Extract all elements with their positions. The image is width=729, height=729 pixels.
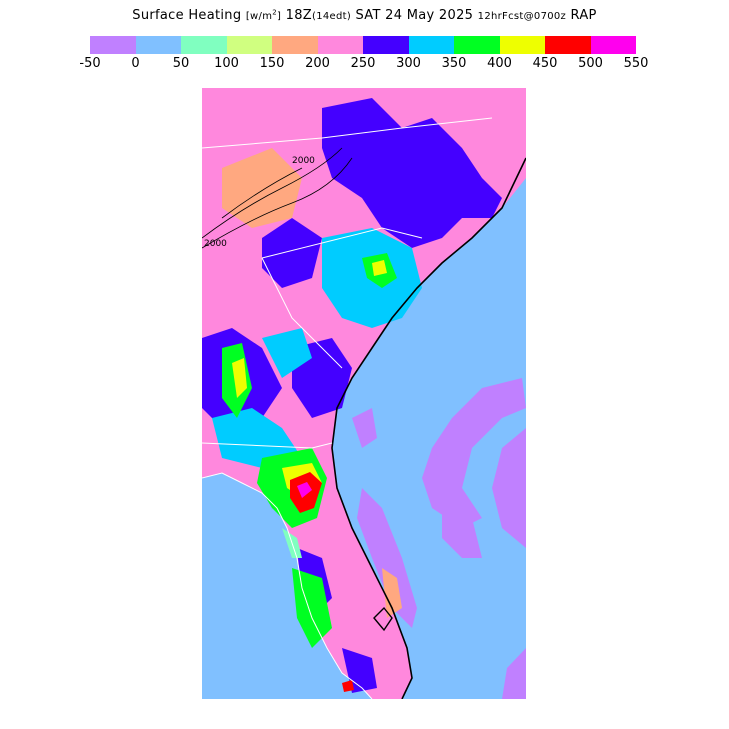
heating-hotspot <box>342 680 354 692</box>
contour-label: 2000 <box>204 239 227 249</box>
contour-line <box>221 167 303 219</box>
state-boundary <box>202 442 333 449</box>
color-swatch <box>590 36 636 54</box>
scale-tick-label: 400 <box>487 56 512 71</box>
map-title: Surface Heating [w/m2] 18Z(14edt) SAT 24… <box>0 8 729 23</box>
title-forecast: 12hrFcst@0700z <box>477 11 567 22</box>
heating-map: 2000 2000 <box>202 88 526 699</box>
gulf-coastline <box>202 472 373 699</box>
coastline <box>331 157 526 699</box>
land-patch <box>232 358 247 398</box>
land-patch <box>222 148 302 228</box>
scale-tick-label: 350 <box>441 56 467 71</box>
color-swatch <box>181 36 227 54</box>
title-local-time: (14edt) <box>312 11 352 22</box>
land-patch <box>322 98 502 248</box>
color-swatch <box>499 36 545 54</box>
state-boundary <box>202 117 493 149</box>
color-swatch <box>363 36 409 54</box>
scale-tick-label: 300 <box>396 56 421 71</box>
color-swatch <box>454 36 500 54</box>
scale-tick-label: 200 <box>305 56 330 71</box>
title-units: [w/m2] <box>245 8 282 22</box>
scale-tick-label: 250 <box>350 56 376 71</box>
color-swatch <box>135 36 181 54</box>
color-swatch <box>317 36 363 54</box>
contour-line <box>202 157 353 249</box>
ocean-patch <box>352 408 377 448</box>
ocean-patch <box>422 378 526 528</box>
title-valid-time: 18Z <box>285 8 312 23</box>
land-patch <box>372 260 387 276</box>
scale-tick-label: 150 <box>259 56 285 71</box>
land-patch <box>262 328 312 378</box>
color-swatch <box>272 36 318 54</box>
color-swatch <box>90 36 136 54</box>
ocean-patch <box>492 428 526 548</box>
land-patch <box>262 218 322 288</box>
ocean-patch <box>502 648 526 699</box>
color-swatch <box>545 36 591 54</box>
color-scale-bar <box>90 36 636 54</box>
contour-line <box>202 147 343 239</box>
color-swatch <box>226 36 272 54</box>
title-model: RAP <box>570 8 597 23</box>
scale-tick-label: 500 <box>578 56 603 71</box>
gulf-of-mexico <box>202 473 372 699</box>
state-boundary <box>261 257 343 369</box>
scale-tick-label: -50 <box>79 56 101 71</box>
scale-tick-label: 100 <box>214 56 239 71</box>
color-scale-ticks: -50 0 50 100 150 200 250 300 350 400 450 500 550 <box>0 56 729 72</box>
ocean-patch <box>357 488 417 628</box>
lake-okeechobee <box>373 606 393 632</box>
title-date: SAT 24 May 2025 <box>355 8 474 23</box>
color-swatch <box>408 36 454 54</box>
contour-label: 2000 <box>292 156 315 166</box>
state-boundary <box>261 227 423 259</box>
scale-tick-label: 550 <box>623 56 649 71</box>
scale-tick-label: 450 <box>532 56 558 71</box>
title-main: Surface Heating <box>132 8 242 23</box>
land-patch <box>382 568 402 618</box>
scale-tick-label: 0 <box>131 56 140 71</box>
scale-tick-label: 50 <box>172 56 190 71</box>
heating-peak <box>297 482 312 498</box>
ocean-patch <box>442 508 482 558</box>
